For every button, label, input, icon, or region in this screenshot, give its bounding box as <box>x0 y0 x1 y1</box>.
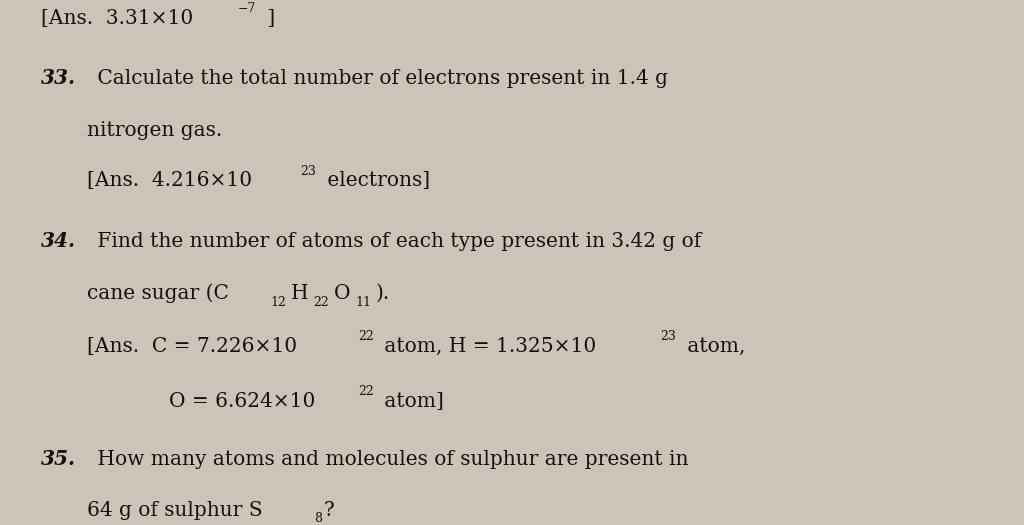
Text: electrons]: electrons] <box>321 171 430 191</box>
Text: 12: 12 <box>270 296 286 309</box>
Text: Find the number of atoms of each type present in 3.42 g of: Find the number of atoms of each type pr… <box>91 232 701 251</box>
Text: 33.: 33. <box>41 68 76 88</box>
Text: [Ans.  4.216×10: [Ans. 4.216×10 <box>87 171 252 191</box>
Text: atom]: atom] <box>378 392 444 411</box>
Text: ]: ] <box>261 8 275 28</box>
Text: 8: 8 <box>313 512 322 525</box>
Text: [Ans.  3.31×10: [Ans. 3.31×10 <box>41 8 194 28</box>
Text: −7: −7 <box>238 2 256 15</box>
Text: nitrogen gas.: nitrogen gas. <box>87 121 222 141</box>
Text: Calculate the total number of electrons present in 1.4 g: Calculate the total number of electrons … <box>91 69 669 88</box>
Text: 34.: 34. <box>41 231 76 251</box>
Text: 64 g of sulphur S: 64 g of sulphur S <box>87 500 263 520</box>
Text: atom, H = 1.325×10: atom, H = 1.325×10 <box>379 337 597 356</box>
Text: 35.: 35. <box>41 449 76 469</box>
Text: [Ans.  C = 7.226×10: [Ans. C = 7.226×10 <box>87 337 297 356</box>
Text: 22: 22 <box>358 330 374 343</box>
Text: ?: ? <box>324 500 335 520</box>
Text: 22: 22 <box>313 296 329 309</box>
Text: atom,: atom, <box>681 337 745 356</box>
Text: cane sugar (C: cane sugar (C <box>87 284 229 303</box>
Text: 11: 11 <box>355 296 371 309</box>
Text: How many atoms and molecules of sulphur are present in: How many atoms and molecules of sulphur … <box>91 449 689 469</box>
Text: ).: ). <box>376 284 390 303</box>
Text: 23: 23 <box>660 330 676 343</box>
Text: H: H <box>291 284 308 303</box>
Text: O = 6.624×10: O = 6.624×10 <box>169 392 315 411</box>
Text: O: O <box>334 284 350 303</box>
Text: 22: 22 <box>357 385 374 398</box>
Text: 23: 23 <box>300 165 316 178</box>
